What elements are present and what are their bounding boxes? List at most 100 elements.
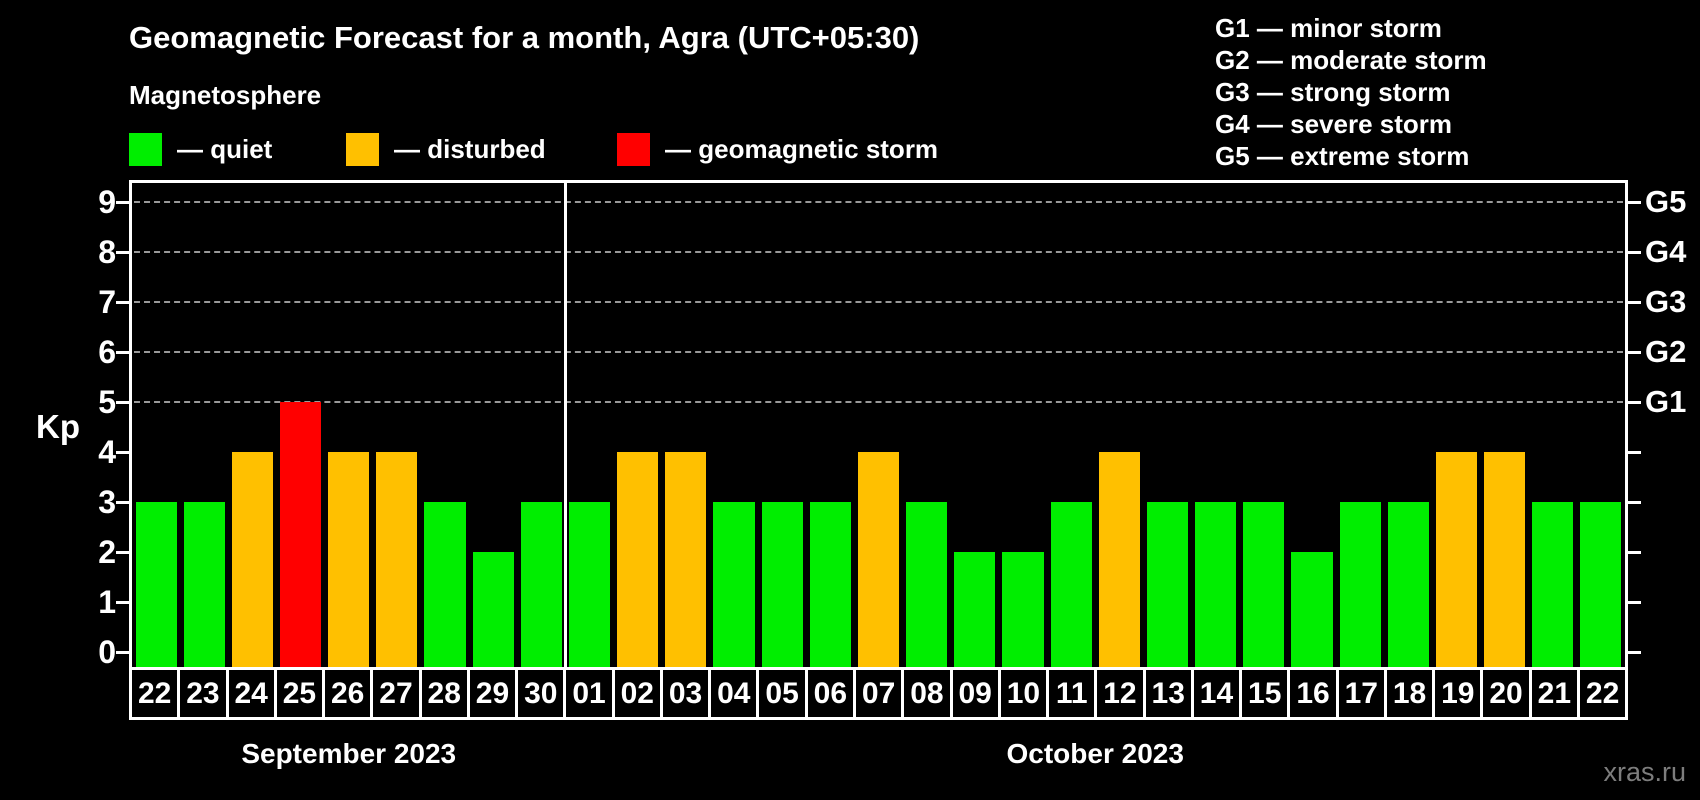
gridline-kp7 (134, 301, 1623, 303)
y-tick-right (1628, 251, 1641, 254)
legend-item-quiet: — quiet (129, 131, 272, 167)
g-level-label-G4: G4 (1645, 234, 1687, 269)
g-scale-legend-item: G4 — severe storm (1215, 109, 1453, 139)
legend-label-storm: — geomagnetic storm (665, 133, 939, 164)
kp-bar-quiet (1339, 502, 1381, 667)
date-label: 18 (1387, 670, 1436, 717)
y-tick-label: 6 (98, 334, 116, 370)
y-tick-left (116, 301, 129, 304)
y-tick-left (116, 351, 129, 354)
date-label: 15 (1242, 670, 1291, 717)
g-scale-legend-item: G3 — strong storm (1215, 77, 1451, 107)
legend-label-disturbed: — disturbed (394, 133, 546, 164)
date-label: 20 (1483, 670, 1532, 717)
y-tick-label: 3 (98, 484, 116, 520)
kp-bar-disturbed (328, 452, 370, 667)
kp-bar-disturbed (857, 452, 900, 667)
date-label: 21 (1532, 670, 1580, 717)
date-label: 03 (663, 670, 712, 717)
date-label: 04 (711, 670, 760, 717)
gridline-kp6 (134, 351, 1623, 353)
g-scale-legend-item: G5 — extreme storm (1215, 141, 1470, 171)
y-tick-left (116, 251, 129, 254)
date-label: 09 (953, 670, 1001, 717)
y-tick-left (116, 401, 129, 404)
quiet-swatch-icon (129, 132, 162, 166)
date-label: 23 (180, 670, 229, 717)
y-tick-left (116, 601, 129, 604)
y-tick-label: 0 (98, 634, 116, 670)
legend-item-storm: — geomagnetic storm (617, 131, 938, 167)
y-tick-label: 7 (98, 284, 116, 320)
kp-bar-quiet (1243, 502, 1285, 667)
date-label: 12 (1097, 670, 1146, 717)
disturbed-swatch-icon (346, 132, 379, 166)
kp-bar-disturbed (1435, 452, 1477, 667)
date-label: 06 (808, 670, 856, 717)
y-tick-right (1628, 351, 1641, 354)
y-tick-label: 4 (98, 434, 116, 470)
y-tick-right (1628, 651, 1641, 654)
kp-bar-disturbed (376, 452, 418, 667)
kp-bar-quiet (954, 552, 996, 667)
date-label: 27 (373, 670, 422, 717)
legend-label-quiet: — quiet (177, 133, 273, 164)
g-scale-legend: G1 — minor storm G2 — moderate storm G3 — … (1215, 12, 1487, 172)
date-label: 30 (518, 670, 567, 717)
kp-bar-quiet (472, 552, 514, 667)
chart-subtitle: Magnetosphere (129, 80, 322, 110)
kp-bar-quiet (1050, 502, 1092, 667)
date-label: 14 (1194, 670, 1243, 717)
kp-bar-quiet (1387, 502, 1429, 667)
plot-inner-layer (132, 183, 1625, 667)
y-tick-label: 5 (98, 384, 116, 420)
date-label: 05 (759, 670, 808, 717)
g-level-label-G5: G5 (1645, 184, 1687, 219)
y-tick-left (116, 551, 129, 554)
y-tick-label: 9 (98, 184, 116, 220)
date-label: 29 (470, 670, 519, 717)
y-tick-left (116, 451, 129, 454)
y-axis-label: Kp (36, 408, 80, 445)
g-scale-legend-item: G1 — minor storm (1215, 13, 1442, 43)
gridline-kp9 (134, 201, 1623, 203)
kp-bar-quiet (183, 502, 225, 667)
kp-bar-disturbed (1098, 452, 1140, 667)
kp-bar-disturbed (1484, 452, 1526, 667)
date-axis-row: 22 23 24 25 26 27 28 29 30 01 02 03 04 05 06 07 08 09 10 11… (129, 667, 1628, 720)
g-scale-legend-item: G2 — moderate storm (1215, 45, 1487, 75)
kp-bar-quiet (520, 502, 562, 667)
date-label: 10 (1001, 670, 1050, 717)
g-level-label-G2: G2 (1645, 334, 1687, 369)
plot-area (129, 180, 1628, 667)
legend-item-disturbed: — disturbed (346, 131, 546, 167)
date-label: 24 (229, 670, 277, 717)
kp-bar-quiet (713, 502, 755, 667)
gridline-kp8 (134, 251, 1623, 253)
date-label: 16 (1290, 670, 1339, 717)
y-tick-left (116, 651, 129, 654)
month-label: October 2023 (1006, 738, 1184, 769)
kp-bar-quiet (135, 502, 177, 667)
date-label: 26 (325, 670, 374, 717)
y-tick-right (1628, 301, 1641, 304)
date-label: 13 (1146, 670, 1194, 717)
y-tick-left (116, 501, 129, 504)
y-tick-left (116, 201, 129, 204)
date-label: 28 (422, 670, 470, 717)
g-level-label-G1: G1 (1645, 384, 1687, 419)
kp-bar-storm (279, 402, 322, 667)
kp-bar-quiet (1002, 552, 1044, 667)
kp-bar-quiet (761, 502, 803, 667)
gridline-kp5 (134, 401, 1623, 403)
kp-bar-quiet (906, 502, 948, 667)
date-label: 07 (856, 670, 905, 717)
y-tick-right (1628, 201, 1641, 204)
date-label: 11 (1049, 670, 1098, 717)
y-tick-label: 2 (98, 534, 116, 570)
date-label: 02 (615, 670, 663, 717)
kp-bar-quiet (809, 502, 851, 667)
month-separator-line (563, 183, 567, 667)
kp-bar-quiet (1146, 502, 1189, 667)
